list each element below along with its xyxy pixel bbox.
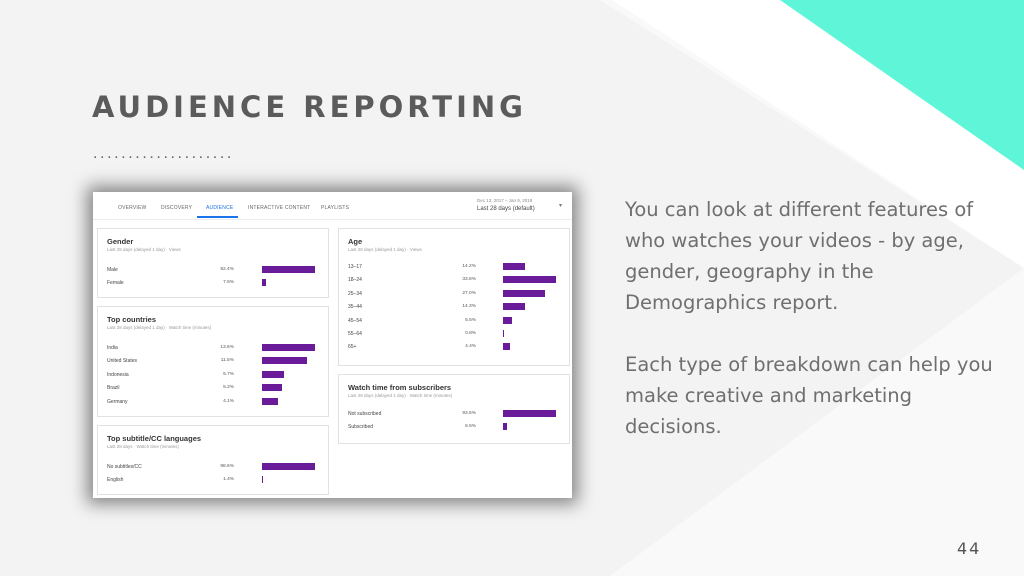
row-label: 45–54 [348, 317, 362, 324]
card-top-subtitle-cc-languages: Top subtitle/CC languages Last 28 days · … [97, 425, 329, 495]
card-title: Top subtitle/CC languages [107, 434, 202, 443]
row-label: Indonesia [107, 371, 129, 378]
card-subtitle: Last 28 days · Watch time (minutes) [107, 444, 179, 449]
tab-bar: OVERVIEW DISCOVERY AUDIENCE INTERACTIVE … [93, 192, 572, 220]
row-bar [503, 343, 510, 351]
body-paragraph-1: You can look at different features of wh… [625, 198, 974, 314]
card-top-countries: Top countries Last 28 days (delayed 1 day… [97, 306, 329, 417]
row-label: Germany [107, 398, 128, 405]
row-label: 13–17 [348, 264, 362, 270]
card-gender: Gender Last 28 days (delayed 1 day) · Vie… [97, 228, 329, 298]
row-label: Not subscribed [348, 411, 382, 417]
date-range: Dec 13, 2017 – Jan 9, 2018 [477, 198, 533, 203]
row-percent: 4.1% [223, 398, 234, 404]
row-bar [503, 330, 505, 337]
row-bar [262, 397, 278, 405]
caret-down-icon[interactable]: ▾ [559, 203, 563, 209]
body-paragraph-2: Each type of breakdown can help you make… [625, 353, 993, 438]
row-percent: 5.5% [465, 317, 476, 323]
row-percent: 33.8% [462, 277, 476, 283]
row-percent: 7.6% [223, 280, 234, 286]
row-percent: 6.5% [465, 424, 476, 430]
row-percent: 27.0% [462, 290, 476, 296]
card-subtitle: Last 28 days (delayed 1 day) · Watch tim… [348, 393, 453, 398]
row-label: No subtitles/CC [107, 464, 142, 470]
row-bar [503, 289, 546, 297]
row-label: United States [107, 358, 138, 365]
card-title: Gender [107, 237, 134, 246]
tab-audience[interactable]: AUDIENCE [206, 205, 234, 211]
row-label: Male [107, 267, 118, 273]
row-label: 65+ [348, 344, 357, 351]
row-bar [503, 316, 512, 324]
row-label: 18–24 [348, 277, 362, 284]
row-bar [262, 279, 267, 287]
title-divider-dots: .................... [93, 145, 234, 162]
row-label: India [107, 345, 118, 351]
row-percent: 14.2% [462, 264, 476, 269]
row-bar [262, 463, 315, 470]
row-label: 35–44 [348, 304, 362, 311]
row-bar [262, 370, 285, 378]
row-percent: 4.4% [465, 344, 476, 350]
row-percent: 98.6% [220, 464, 234, 469]
card-title: Age [348, 237, 363, 246]
row-label: 55–64 [348, 331, 362, 337]
slide-title: AUDIENCE REPORTING [92, 90, 527, 124]
row-percent: 0.8% [465, 331, 476, 336]
row-label: Brazil [107, 385, 120, 392]
analytics-screenshot: OVERVIEW DISCOVERY AUDIENCE INTERACTIVE … [93, 192, 572, 498]
card-watch-time-from-subscribers: Watch time from subscribers Last 28 days … [338, 374, 570, 444]
active-tab-indicator [197, 216, 238, 218]
card-subtitle: Last 28 days (delayed 1 day) · Views [107, 247, 181, 252]
row-percent: 5.2% [223, 385, 234, 391]
row-percent: 93.5% [462, 411, 476, 416]
tab-playlists[interactable]: PLAYLISTS [321, 205, 350, 211]
row-label: Female [107, 280, 124, 287]
row-bar [503, 263, 526, 270]
accent-triangle [780, 0, 1024, 170]
row-bar [262, 357, 307, 365]
row-percent: 92.4% [220, 267, 234, 272]
row-percent: 1.4% [223, 477, 234, 483]
card-title: Top countries [107, 315, 157, 324]
row-percent: 5.7% [223, 371, 234, 377]
tab-interactive-content[interactable]: INTERACTIVE CONTENT [248, 205, 311, 211]
card-age: Age Last 28 days (delayed 1 day) · Views 1… [338, 228, 570, 366]
card-title: Watch time from subscribers [348, 383, 452, 392]
row-percent: 11.5% [220, 358, 234, 364]
row-label: English [107, 477, 124, 484]
tab-overview[interactable]: OVERVIEW [118, 205, 147, 211]
row-bar [503, 276, 556, 284]
row-percent: 14.3% [462, 304, 476, 310]
date-range-selector[interactable]: Last 28 days (default) [477, 206, 535, 212]
row-label: Subscribed [348, 424, 374, 431]
row-percent: 13.6% [220, 345, 234, 350]
row-bar [503, 303, 526, 311]
row-bar [262, 266, 315, 273]
row-bar [503, 423, 507, 431]
row-bar [503, 410, 556, 417]
card-subtitle: Last 28 days (delayed 1 day) · Views [348, 247, 422, 252]
row-bar [262, 476, 263, 484]
row-bar [262, 344, 315, 351]
row-bar [262, 384, 283, 392]
page-number: 44 [957, 539, 982, 558]
row-label: 25–34 [348, 290, 362, 297]
tab-discovery[interactable]: DISCOVERY [161, 205, 193, 211]
card-subtitle: Last 28 days (delayed 1 day) · Watch tim… [107, 325, 212, 330]
